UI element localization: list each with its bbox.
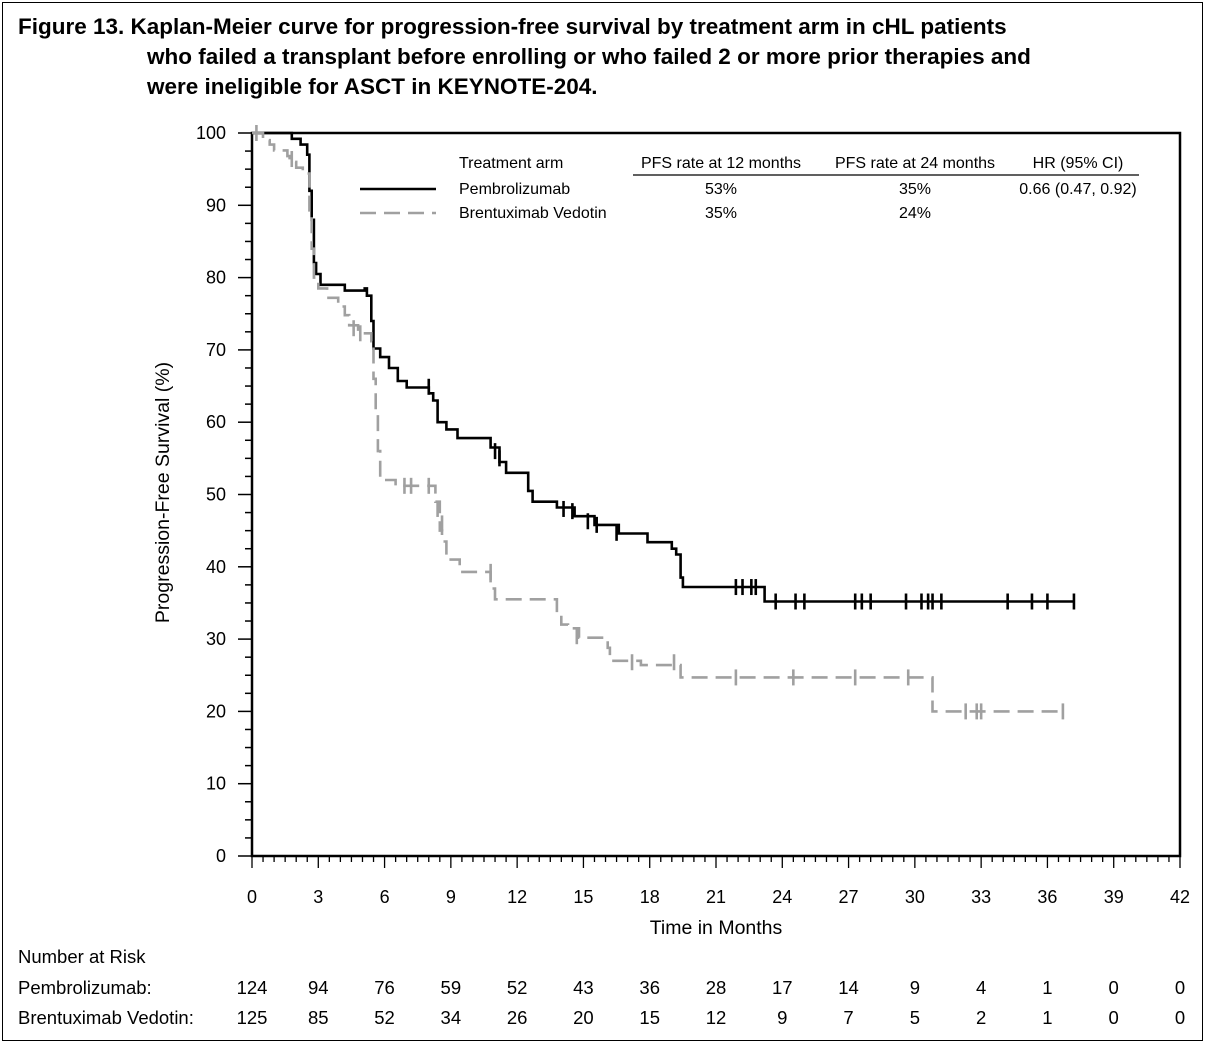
legend-header: Treatment arm	[459, 155, 563, 172]
y-tick-label: 20	[206, 701, 226, 721]
risk-count: 7	[843, 1007, 854, 1028]
y-tick-label: 60	[206, 412, 226, 432]
risk-row-label: Brentuximab Vedotin:	[18, 1007, 194, 1028]
risk-count: 43	[573, 977, 594, 998]
figure-title-line-3: were ineligible for ASCT in KEYNOTE-204.	[147, 74, 598, 99]
risk-count: 4	[975, 977, 987, 998]
risk-count: 12	[705, 1007, 727, 1028]
y-tick-label: 90	[206, 195, 226, 215]
risk-count: 52	[506, 977, 528, 998]
risk-count: 125	[236, 1007, 268, 1028]
risk-count: 36	[639, 977, 660, 998]
x-tick-label: 27	[839, 887, 859, 907]
risk-count: 15	[639, 1007, 660, 1028]
legend-arm-label: Pembrolizumab	[459, 181, 570, 198]
risk-row-label: Pembrolizumab:	[18, 977, 152, 998]
x-tick-label: 36	[1037, 887, 1057, 907]
risk-count: 26	[506, 1007, 528, 1028]
x-tick-label: 6	[380, 887, 390, 907]
risk-count: 28	[705, 977, 727, 998]
risk-count: 9	[777, 1007, 788, 1028]
legend-header: PFS rate at 24 months	[835, 155, 995, 172]
risk-count: 1	[1042, 1007, 1053, 1028]
figure-title-line-1: Figure 13. Kaplan-Meier curve for progre…	[18, 14, 1007, 39]
risk-count: 2	[975, 1007, 987, 1028]
y-tick-label: 40	[206, 557, 226, 577]
legend-pfs24-value: 24%	[899, 205, 931, 222]
risk-count: 0	[1174, 1007, 1186, 1028]
legend-arm-label: Brentuximab Vedotin	[459, 205, 607, 222]
risk-table-title: Number at Risk	[18, 946, 146, 967]
risk-count: 9	[909, 977, 920, 998]
risk-count: 0	[1108, 1007, 1119, 1028]
x-tick-label: 42	[1170, 887, 1190, 907]
x-tick-label: 0	[247, 887, 257, 907]
y-tick-label: 70	[206, 340, 226, 360]
legend-header: HR (95% CI)	[1033, 155, 1124, 172]
risk-count: 94	[307, 977, 329, 998]
risk-count: 34	[440, 1007, 462, 1028]
risk-count: 1	[1042, 977, 1053, 998]
legend-pfs24-value: 35%	[899, 181, 931, 198]
plot-area-border	[250, 131, 1182, 858]
risk-count: 59	[440, 977, 462, 998]
risk-count: 0	[1174, 977, 1186, 998]
risk-count: 124	[236, 977, 268, 998]
x-axis-label: Time in Months	[650, 917, 783, 939]
x-tick-label: 18	[640, 887, 660, 907]
km-curve-brentuximab-vedotin	[252, 131, 1063, 713]
legend-pfs12-value: 35%	[705, 205, 737, 222]
risk-count: 76	[374, 977, 395, 998]
risk-count: 5	[909, 1007, 920, 1028]
x-tick-label: 21	[706, 887, 726, 907]
y-tick-label: 30	[206, 629, 226, 649]
x-tick-label: 9	[446, 887, 456, 907]
risk-count: 85	[307, 1007, 329, 1028]
x-tick-label: 3	[313, 887, 323, 907]
y-tick-label: 100	[196, 123, 226, 143]
legend-hr-value: 0.66 (0.47, 0.92)	[1019, 181, 1136, 198]
risk-count: 52	[374, 1007, 395, 1028]
x-tick-label: 12	[507, 887, 527, 907]
km-curve-pembrolizumab	[252, 131, 1074, 603]
y-tick-label: 0	[216, 846, 226, 866]
y-tick-label: 80	[206, 268, 226, 288]
risk-count: 14	[838, 977, 859, 998]
risk-count: 0	[1108, 977, 1119, 998]
y-tick-label: 50	[206, 485, 226, 505]
x-tick-label: 30	[905, 887, 925, 907]
x-tick-label: 39	[1104, 887, 1124, 907]
figure-title-line-2: who failed a transplant before enrolling…	[147, 44, 1031, 69]
legend-pfs12-value: 53%	[705, 181, 737, 198]
risk-count: 20	[573, 1007, 594, 1028]
legend-header: PFS rate at 12 months	[641, 155, 801, 172]
x-tick-label: 33	[971, 887, 991, 907]
x-tick-label: 15	[573, 887, 593, 907]
y-tick-label: 10	[206, 774, 226, 794]
y-axis-label: Progression-Free Survival (%)	[152, 362, 174, 623]
risk-count: 17	[771, 977, 793, 998]
x-tick-label: 24	[772, 887, 792, 907]
